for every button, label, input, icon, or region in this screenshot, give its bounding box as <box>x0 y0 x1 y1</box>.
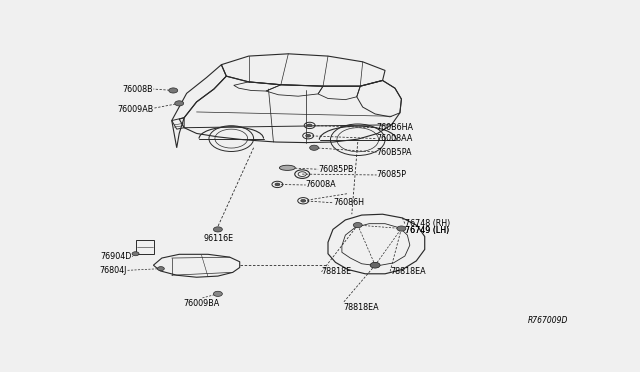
Text: 76904D: 76904D <box>100 252 132 261</box>
Text: 96116E: 96116E <box>204 234 234 243</box>
Text: 76804J: 76804J <box>100 266 127 275</box>
Text: 76086H: 76086H <box>333 198 364 207</box>
Text: 76009BA: 76009BA <box>184 299 220 308</box>
Text: 76749 (LH): 76749 (LH) <box>405 226 449 235</box>
Text: 76748 (RH): 76748 (RH) <box>405 219 450 228</box>
Circle shape <box>132 252 139 256</box>
Text: 78818EA: 78818EA <box>343 303 378 312</box>
Text: 76085P: 76085P <box>376 170 406 179</box>
Circle shape <box>301 199 306 202</box>
Circle shape <box>275 183 280 186</box>
Circle shape <box>306 134 310 137</box>
Circle shape <box>397 226 406 231</box>
Text: 760B6HA: 760B6HA <box>376 123 413 132</box>
Text: 78818EA: 78818EA <box>390 267 426 276</box>
Text: 76749 (LH): 76749 (LH) <box>405 226 449 235</box>
Circle shape <box>307 124 312 127</box>
Text: 760B5PA: 760B5PA <box>376 148 412 157</box>
Ellipse shape <box>280 165 295 170</box>
Text: 78818E: 78818E <box>321 267 351 276</box>
Circle shape <box>310 145 319 150</box>
Circle shape <box>157 267 164 271</box>
Circle shape <box>371 263 380 268</box>
Text: 76009AB: 76009AB <box>117 105 154 113</box>
Text: 76008B: 76008B <box>123 84 154 93</box>
Text: 76008A: 76008A <box>306 180 336 189</box>
Circle shape <box>370 262 380 268</box>
Circle shape <box>175 101 184 106</box>
Text: 76085PB: 76085PB <box>318 165 353 174</box>
Text: 76008AA: 76008AA <box>376 134 413 143</box>
Circle shape <box>213 227 222 232</box>
Circle shape <box>169 88 178 93</box>
Circle shape <box>353 222 362 228</box>
Text: R767009D: R767009D <box>528 316 568 325</box>
Circle shape <box>213 291 222 296</box>
